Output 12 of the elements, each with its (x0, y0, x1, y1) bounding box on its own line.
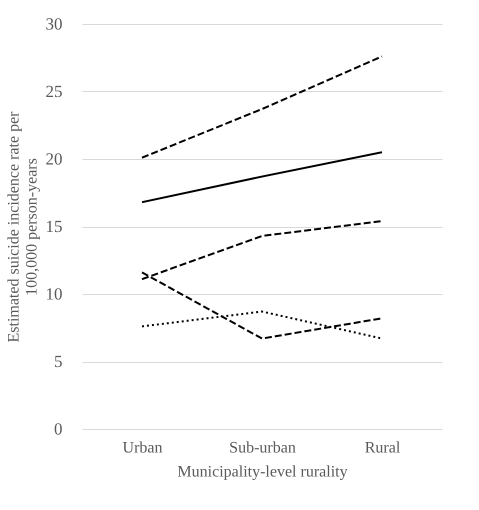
x-tick-label: Sub-urban (229, 440, 296, 456)
y-tick-label: 30 (46, 14, 62, 34)
y-tick-label: 25 (46, 82, 62, 101)
y-tick-label: 0 (54, 420, 62, 438)
y-tick-label: 5 (54, 352, 62, 371)
x-tick-label: Rural (364, 440, 401, 456)
y-axis-title: Estimated suicide incidence rate per 100,000 person-years (6, 110, 40, 343)
y-tick-label: 10 (46, 284, 62, 304)
x-tick-label: Urban (122, 440, 162, 456)
y-tick-label: 20 (46, 150, 62, 168)
y-tick-label: 15 (46, 217, 62, 236)
x-axis-title: Municipality-level rurality (177, 464, 348, 480)
